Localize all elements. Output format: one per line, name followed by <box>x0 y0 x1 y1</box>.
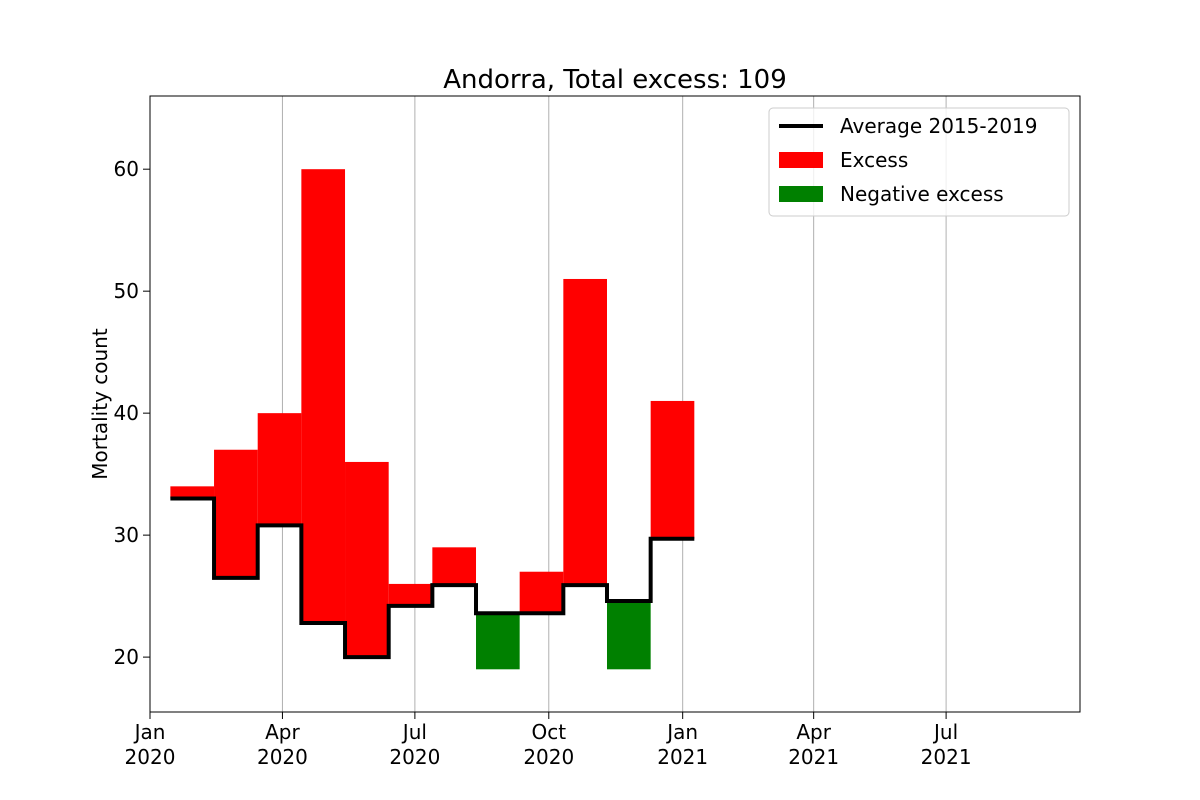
y-tick-label: 30 <box>114 523 139 547</box>
legend-label: Excess <box>840 148 908 172</box>
legend-label: Negative excess <box>840 182 1004 206</box>
y-tick-label: 20 <box>114 645 139 669</box>
x-tick-label: Jan <box>665 720 698 744</box>
legend: Average 2015-2019 Excess Negative excess <box>768 107 1070 217</box>
excess-bar <box>214 449 258 578</box>
excess-bar <box>257 413 302 526</box>
y-tick-label: 60 <box>114 157 139 181</box>
x-tick-label: 2020 <box>523 745 574 769</box>
y-axis: 20 30 40 50 60 <box>114 157 150 669</box>
legend-swatch-excess <box>779 152 823 168</box>
x-tick-label: Jul <box>401 720 427 744</box>
y-tick-label: 40 <box>114 401 139 425</box>
excess-bar <box>432 547 477 586</box>
x-tick-label: Oct <box>531 720 566 744</box>
legend-label: Average 2015-2019 <box>840 114 1038 138</box>
plot-frame <box>149 95 1081 713</box>
legend-swatch-negative-excess <box>779 186 823 202</box>
excess-bar <box>650 400 695 539</box>
x-tick-label: Apr <box>265 720 300 744</box>
x-tick-label: 2020 <box>257 745 308 769</box>
excess-bar <box>519 571 564 614</box>
average-line <box>170 496 695 660</box>
x-tick-label: Jan <box>133 720 166 744</box>
excess-bar <box>388 583 433 606</box>
x-axis: Jan2020Apr2020Jul2020Oct2020Jan2021Apr20… <box>125 712 972 769</box>
chart-title: Andorra, Total excess: 109 <box>443 65 787 95</box>
y-axis-label: Mortality count <box>88 328 112 480</box>
excess-bar <box>345 461 389 658</box>
x-tick-label: Apr <box>796 720 831 744</box>
x-tick-label: 2021 <box>921 745 972 769</box>
x-tick-label: 2020 <box>389 745 440 769</box>
excess-bar <box>301 169 346 623</box>
excess-bar <box>563 278 607 586</box>
x-tick-label: Jul <box>932 720 958 744</box>
excess-bar <box>170 486 215 499</box>
legend-box <box>768 107 1070 217</box>
x-tick-label: 2020 <box>125 745 176 769</box>
bars-layer <box>170 169 695 670</box>
x-tick-label: 2021 <box>657 745 708 769</box>
negative-excess-bar <box>606 600 651 670</box>
negative-excess-bar <box>476 613 520 670</box>
x-tick-label: 2021 <box>788 745 839 769</box>
y-tick-label: 50 <box>114 279 139 303</box>
